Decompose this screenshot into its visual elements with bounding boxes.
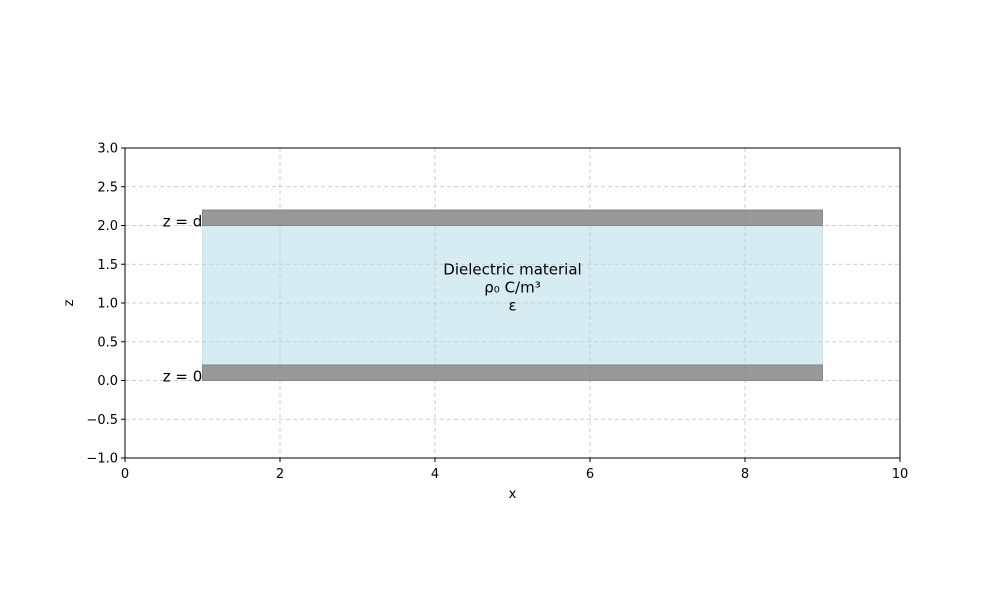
x-axis-label: x — [509, 487, 517, 502]
axis-ticks: 0 2 4 6 8 10 −1.0 −0.5 0.0 0.5 1.0 1.5 2.0 2.5 3.0 — [86, 142, 908, 483]
y-tick-label: 1.5 — [97, 258, 118, 273]
y-axis-label: z — [62, 299, 77, 306]
y-tick-label: 1.0 — [97, 297, 118, 312]
y-tick-label: 2.5 — [97, 180, 118, 195]
regions — [202, 209, 823, 381]
x-tick-label: 6 — [586, 467, 594, 482]
y-tick-label: 0.0 — [97, 374, 118, 389]
top-plate-label: z = d — [163, 213, 203, 231]
x-tick-label: 2 — [276, 467, 284, 482]
bottom-plate-region — [202, 364, 823, 381]
x-tick-label: 0 — [121, 467, 129, 482]
top-plate-region — [202, 209, 823, 226]
y-tick-label: 0.5 — [97, 335, 118, 350]
y-tick-label: −1.0 — [86, 452, 118, 467]
dielectric-label-line: ρ₀ C/m³ — [484, 279, 540, 297]
dielectric-label-line: ε — [508, 297, 516, 315]
y-tick-label: −0.5 — [86, 413, 118, 428]
bottom-plate-label: z = 0 — [163, 368, 203, 386]
dielectric-label-line: Dielectric material — [443, 261, 581, 279]
y-tick-label: 3.0 — [97, 142, 118, 157]
x-tick-label: 4 — [431, 467, 439, 482]
x-tick-label: 8 — [741, 467, 749, 482]
y-tick-label: 2.0 — [97, 219, 118, 234]
x-tick-label: 10 — [892, 467, 909, 482]
